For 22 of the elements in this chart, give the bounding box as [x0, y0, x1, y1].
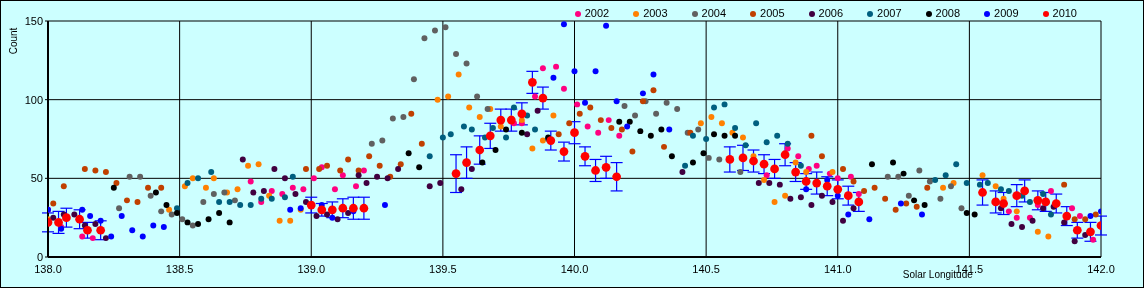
legend-label: 2003	[643, 7, 668, 19]
x-tick-label: 140.5	[692, 262, 720, 275]
x-tick-label: 138.5	[165, 262, 194, 275]
x-tick-label: 142.0	[1087, 262, 1115, 275]
x-tick-label: 139.5	[429, 262, 457, 275]
x-tick-label: 140.0	[560, 262, 589, 275]
legend-label: 2009	[994, 7, 1019, 19]
y-tick-label: 0	[36, 250, 43, 263]
y-tick-label: 100	[24, 93, 43, 106]
x-tick-label: 141.0	[823, 262, 852, 275]
x-tick-label: 139.0	[297, 262, 326, 275]
legend-label: 2006	[818, 7, 844, 19]
legend-label: 2007	[877, 7, 902, 19]
x-tick-label: 138.0	[34, 262, 62, 275]
legend-label: 2008	[935, 7, 961, 19]
legend-label: 2005	[760, 7, 785, 19]
y-tick-label: 150	[24, 14, 43, 27]
y-tick-label: 50	[30, 172, 43, 185]
legend-label: 2004	[701, 7, 727, 19]
y-axis-title: Count	[8, 27, 19, 55]
legend-label: 2010	[1052, 7, 1077, 19]
legend-label: 2002	[584, 7, 610, 19]
